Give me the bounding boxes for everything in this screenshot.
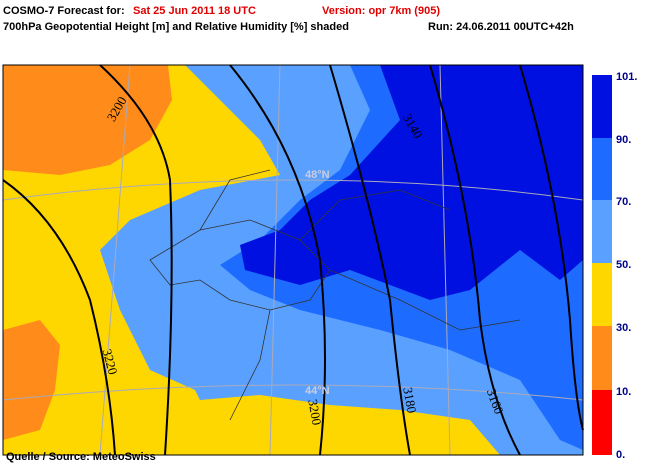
contour xyxy=(519,64,584,431)
latitude-label: 48°N xyxy=(305,169,330,181)
version: Version: opr 7km (905) xyxy=(322,5,440,17)
borders xyxy=(149,169,521,421)
colorbar-label: 70. xyxy=(616,196,631,208)
map-frame xyxy=(2,64,584,456)
title-prefix: COSMO-7 Forecast for: xyxy=(3,5,125,17)
contour xyxy=(99,64,173,456)
contour xyxy=(229,64,326,456)
source: Quelle / Source: MeteoSwiss xyxy=(6,451,156,463)
contour-label: 3200 xyxy=(305,398,324,426)
humidity-10-30 xyxy=(3,65,172,175)
run-info: Run: 24.06.2011 00UTC+42h xyxy=(428,21,574,33)
latitude-label: 44°N xyxy=(305,385,330,397)
colorbar-label: 101. xyxy=(616,71,637,83)
colorbar-segment xyxy=(592,390,612,455)
colorbar-label: 0. xyxy=(616,449,625,461)
contour xyxy=(429,64,521,456)
humidity-10-30 xyxy=(3,320,60,440)
contour xyxy=(2,179,116,456)
colorbar: 101. 90. 70. 50. 30. 10. 0. xyxy=(592,71,637,461)
colorbar-segment xyxy=(592,75,612,138)
colorbar-label: 50. xyxy=(616,259,631,271)
colorbar-segment xyxy=(592,326,612,390)
colorbar-label: 90. xyxy=(616,134,631,146)
graticule xyxy=(2,64,584,456)
field-description: 700hPa Geopotential Height [m] and Relat… xyxy=(3,21,349,33)
map: 3200 3140 3220 3200 3180 3160 48°N 44°N xyxy=(2,64,584,456)
valid-time: Sat 25 Jun 2011 18 UTC xyxy=(133,5,256,17)
colorbar-segment xyxy=(592,200,612,263)
colorbar-label: 10. xyxy=(616,386,631,398)
contour xyxy=(329,64,411,456)
colorbar-label: 30. xyxy=(616,322,631,334)
colorbar-segment xyxy=(592,263,612,326)
colorbar-segment xyxy=(592,138,612,200)
humidity-90-101 xyxy=(240,65,583,300)
contour-label: 3180 xyxy=(400,386,419,414)
contour-label: 3220 xyxy=(100,347,121,376)
